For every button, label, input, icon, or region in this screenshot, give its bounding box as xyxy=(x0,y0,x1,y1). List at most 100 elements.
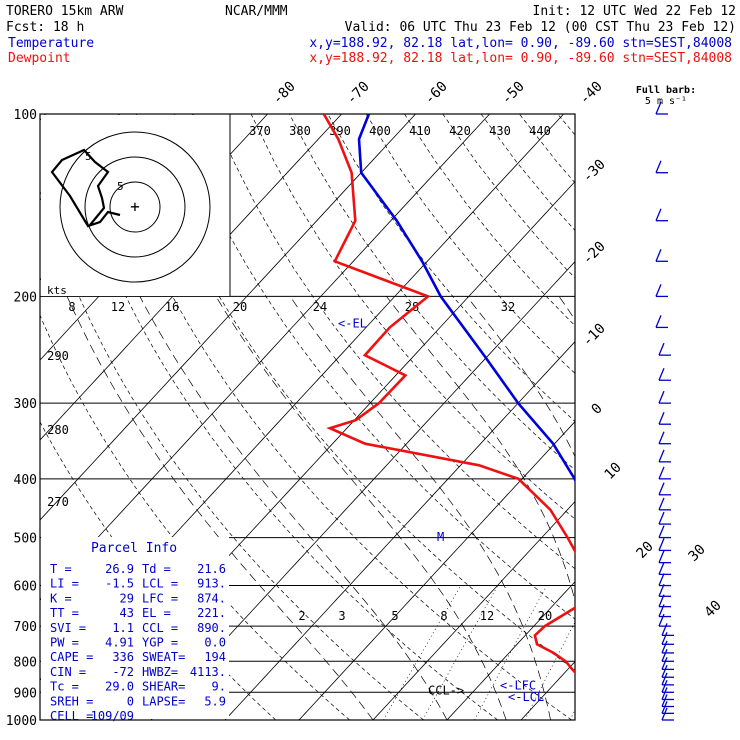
parcel-info-key: CAPE = xyxy=(50,650,93,664)
isotherm-label: 10 xyxy=(602,460,625,483)
hodograph-speed-label: 28 xyxy=(405,300,419,314)
mixing-ratio-line xyxy=(524,621,575,720)
barb-key-title: Full barb: xyxy=(636,85,696,96)
parcel-info-key: SWEAT= xyxy=(142,650,185,664)
isotherm-label: -60 xyxy=(422,79,451,108)
mixing-ratio-line xyxy=(569,709,575,720)
isotherm-label: -40 xyxy=(577,79,606,108)
wind-barb-flag xyxy=(658,573,665,586)
theta-label: 430 xyxy=(489,124,511,138)
mixing-ratio-line xyxy=(630,586,693,720)
hodograph-speed-label: 8 xyxy=(68,300,75,314)
isotherm-line xyxy=(446,581,575,720)
theta-label: 440 xyxy=(529,124,551,138)
moist-adiabat-line xyxy=(386,296,575,602)
parcel-info-value: 5.9 xyxy=(204,694,226,708)
parcel-info-value: 874. xyxy=(197,591,226,605)
hodograph-speed-label: 16 xyxy=(165,300,179,314)
dry-adiabat-line xyxy=(673,114,740,720)
parcel-info-key: T = xyxy=(50,562,72,576)
model-title: TORERO 15km ARW xyxy=(6,4,124,19)
parcel-info-value: 29 xyxy=(120,591,134,605)
mixing-ratio-label: 20 xyxy=(538,609,552,623)
hodograph-ring xyxy=(59,131,211,283)
dry-adiabat-line xyxy=(174,114,575,620)
parcel-info-value: 21.6 xyxy=(197,562,226,576)
marker-annotation: M xyxy=(437,530,444,544)
parcel-info-value: 194 xyxy=(204,650,226,664)
parcel-info-key: PW = xyxy=(50,636,79,650)
pressure-label: 400 xyxy=(14,473,37,488)
parcel-info-key: LFC = xyxy=(142,591,178,605)
hodograph-ring-label: 5 xyxy=(85,150,92,163)
dry-adiabat-line xyxy=(40,314,350,720)
parcel-info-key: LI = xyxy=(50,577,79,591)
wind-barb-flag xyxy=(658,538,665,551)
wind-barb-flag xyxy=(658,342,665,356)
dry-adiabat-line xyxy=(480,114,575,231)
mixing-ratio-label: 8 xyxy=(440,609,447,623)
wind-barb-flag xyxy=(658,482,665,496)
organization-label: NCAR/MMM xyxy=(225,4,288,19)
ccl-annotation: CCL-> xyxy=(428,683,464,697)
isotherm-label: 0 xyxy=(589,401,606,418)
wind-barb-flag xyxy=(658,431,665,444)
parcel-info-key: CCL = xyxy=(142,621,178,635)
wind-barb-flag xyxy=(661,672,668,686)
wind-barb-flag xyxy=(661,640,668,654)
hodograph-ring xyxy=(109,181,161,233)
isotherm-label: -80 xyxy=(270,79,299,108)
hodograph-speed-label: 12 xyxy=(111,300,125,314)
isotherm-label: -70 xyxy=(344,79,373,108)
dry-adiabat-line xyxy=(596,114,740,720)
wind-barb-flag xyxy=(661,657,668,670)
isotherm-label: -30 xyxy=(580,157,609,186)
moist-adiabat-line xyxy=(215,296,507,720)
mixing-ratio-label: 12 xyxy=(480,609,494,623)
mixing-ratio-label: 2 xyxy=(298,609,305,623)
parcel-info-value: 0.0 xyxy=(204,636,226,650)
dewpoint-trace xyxy=(322,114,575,675)
parcel-info-key: K = xyxy=(50,591,72,605)
mixing-ratio-line xyxy=(474,585,548,720)
wind-barb-flag xyxy=(658,449,665,463)
wind-barb-flag xyxy=(658,550,665,563)
wind-barb-flag xyxy=(658,584,665,597)
parcel-info-value: 221. xyxy=(197,606,226,620)
parcel-info-key: TT = xyxy=(50,606,79,620)
wind-barb-flag xyxy=(661,680,668,693)
isotherm-line xyxy=(669,114,740,720)
dry-adiabat-line xyxy=(634,114,740,720)
parcel-info-value: 890. xyxy=(197,621,226,635)
mixing-ratio-line xyxy=(383,585,462,720)
dry-adiabat-line xyxy=(59,114,498,720)
mixing-ratio-label: 3 xyxy=(338,609,345,623)
theta-label: 410 xyxy=(409,124,431,138)
temperature-legend: Temperature xyxy=(8,36,94,51)
parcel-info-value: 913. xyxy=(197,577,226,591)
dry-adiabat-line xyxy=(404,114,575,327)
wind-barb-flag xyxy=(661,632,668,645)
pressure-label: 800 xyxy=(14,655,37,670)
dewpoint-legend: Dewpoint xyxy=(8,51,71,66)
wind-barb-flag xyxy=(655,249,662,262)
isotherm-line xyxy=(150,261,575,720)
hodograph-speed-label: 32 xyxy=(501,300,515,314)
parcel-info-value: 29.0 xyxy=(105,680,134,694)
isotherm-line xyxy=(40,114,342,441)
parcel-info-value: 0 xyxy=(127,694,134,708)
el-annotation: <-EL xyxy=(338,317,367,331)
forecast-hour: Fcst: 18 h xyxy=(6,20,84,35)
isotherm-line xyxy=(40,114,416,521)
parcel-info-key: CIN = xyxy=(50,665,86,679)
lfc-annotation: <-LFC xyxy=(500,679,536,693)
wind-barb-flag xyxy=(655,160,662,173)
wind-barb-flag xyxy=(661,687,668,700)
pressure-label: 900 xyxy=(14,686,37,701)
dry-adiabat-line xyxy=(97,114,572,720)
valid-time: Valid: 06 UTC Thu 23 Feb 12 (00 CST Thu … xyxy=(345,20,736,35)
barb-key-units: 5 m s⁻¹ xyxy=(645,96,687,107)
theta-label: 420 xyxy=(449,124,471,138)
